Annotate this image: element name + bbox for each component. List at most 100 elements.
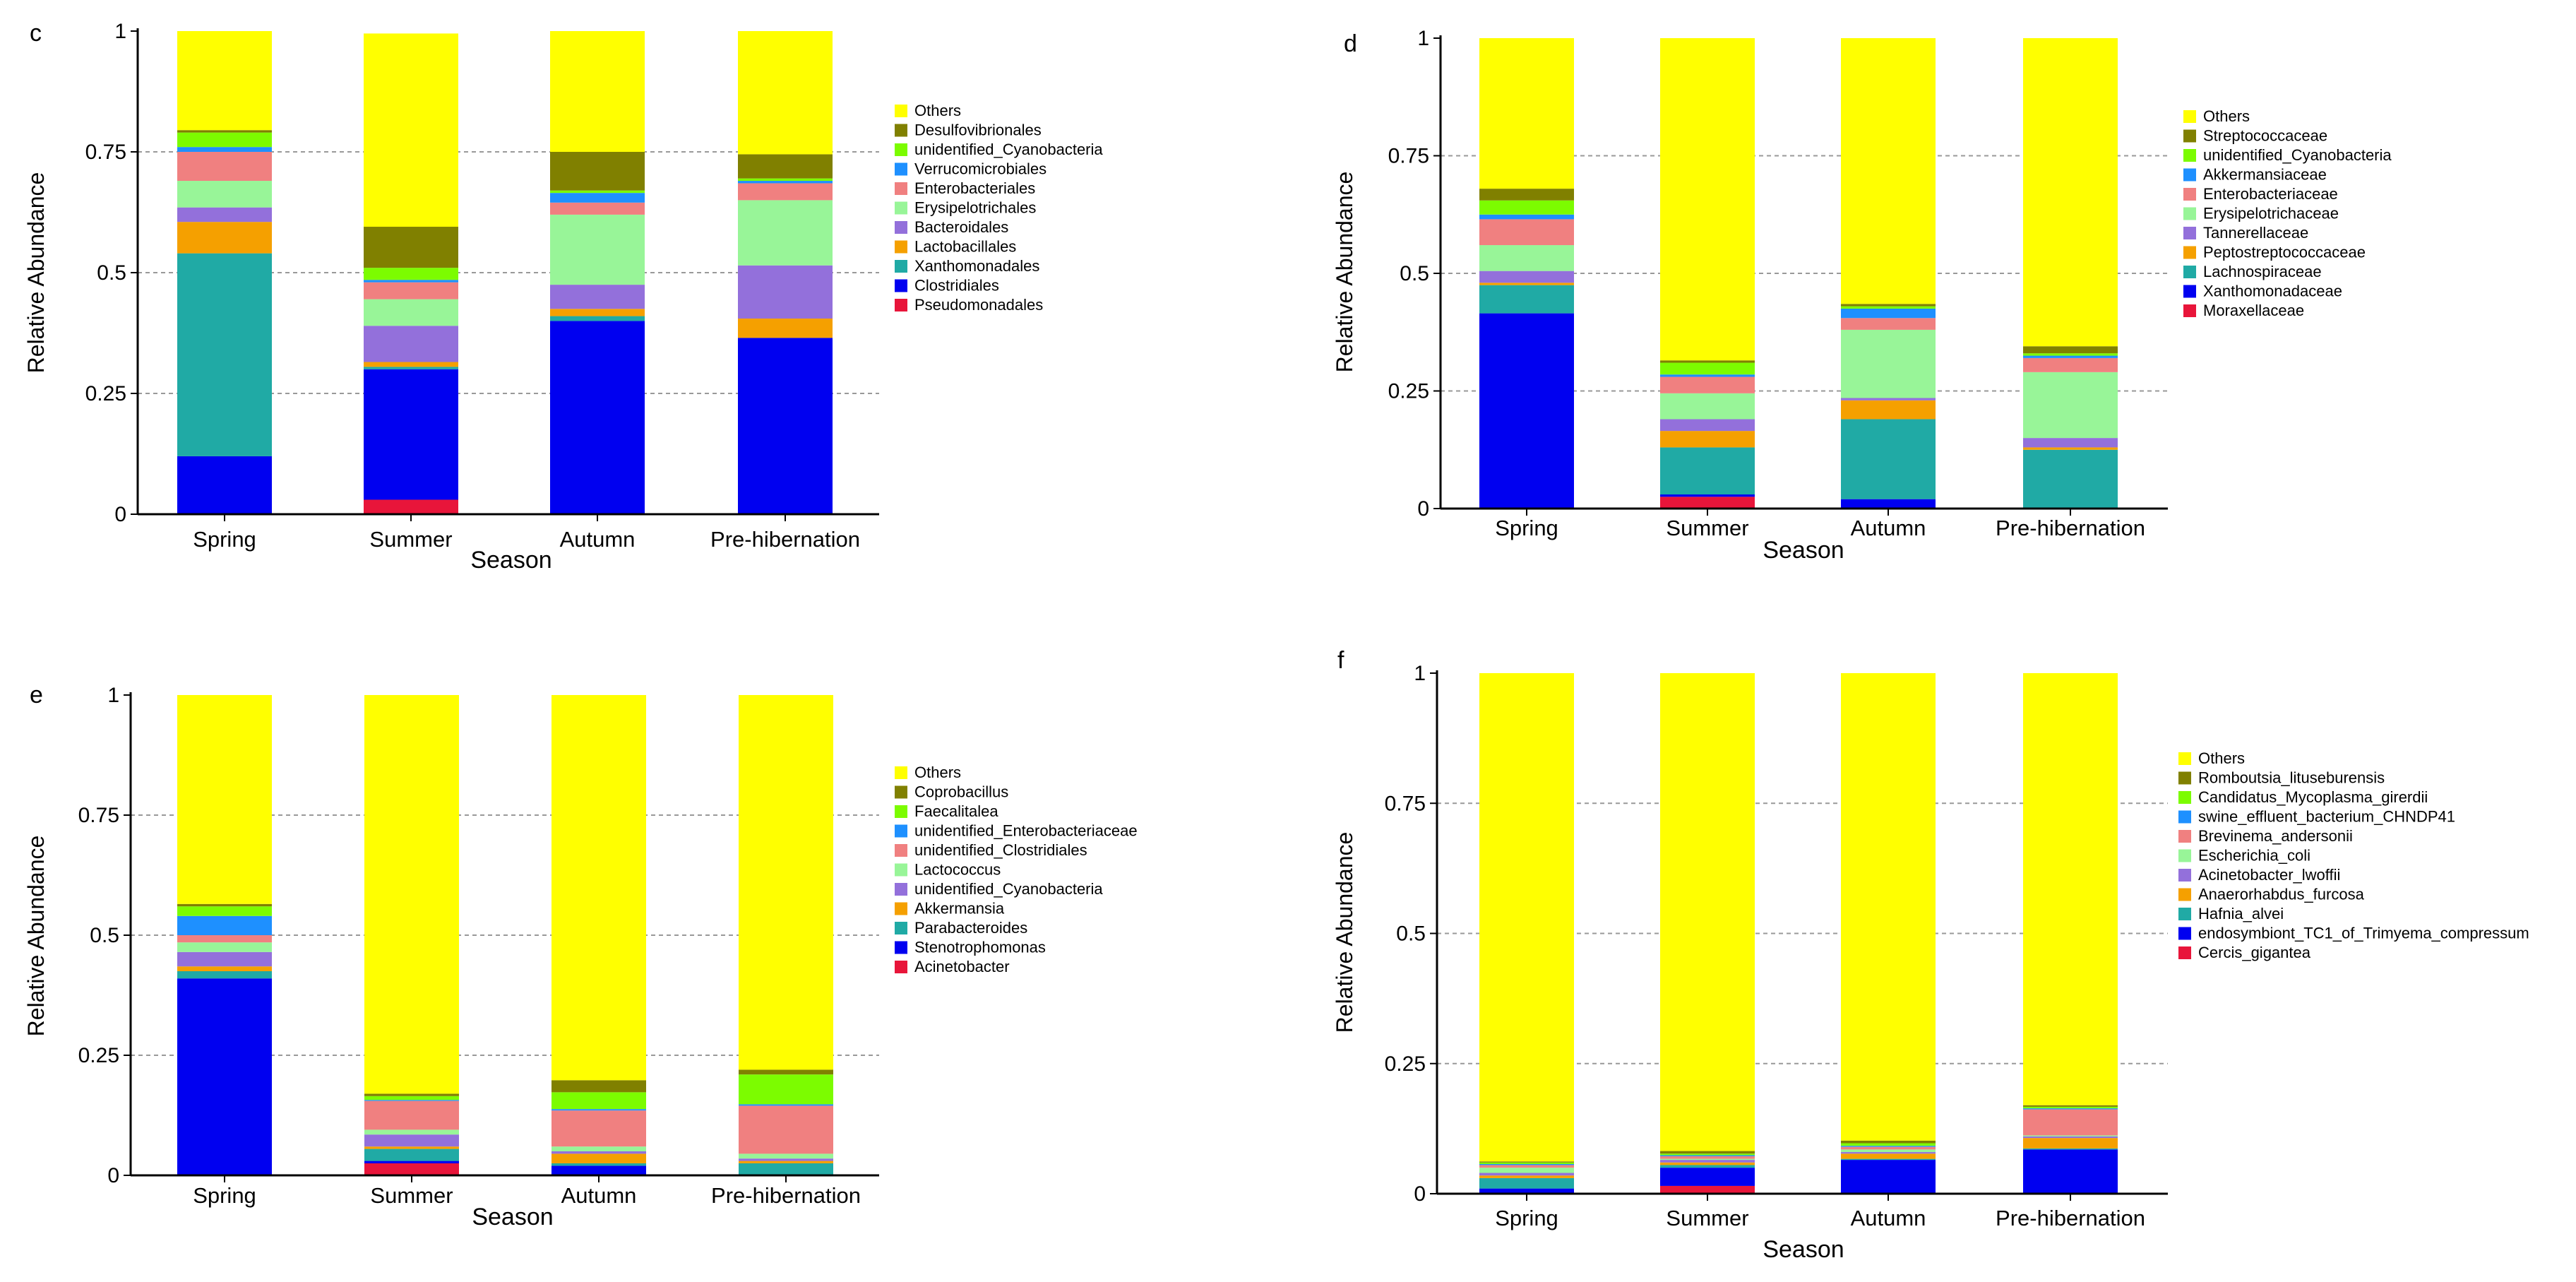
bar-segment	[364, 280, 458, 283]
bar-segment	[738, 318, 833, 338]
y-tick-label: 0.25	[1388, 380, 1429, 403]
bar-segment	[364, 1096, 459, 1100]
legend-label: Lactobacillales	[914, 238, 1016, 256]
legend-swatch	[2183, 129, 2196, 143]
bar-segment	[2023, 355, 2118, 358]
x-tick-label: Summer	[1666, 516, 1748, 540]
bar-stack-spring	[1479, 38, 1574, 509]
legend-label: Desulfovibrionales	[914, 121, 1042, 139]
bar-segment	[2023, 447, 2118, 450]
legend-swatch	[895, 766, 907, 779]
bar-segment	[1841, 306, 1936, 309]
bar-segment	[1660, 419, 1755, 432]
legend: Others Desulfovibrionales unidentified_Cya…	[895, 102, 1103, 314]
bar-segment	[739, 1158, 833, 1161]
bar-segment	[2023, 449, 2118, 509]
legend-label: Moraxellaceae	[2203, 302, 2304, 319]
legend-label: Erysipelotrichaceae	[2203, 205, 2339, 222]
legend-swatch	[895, 863, 907, 877]
bar-segment	[1841, 1143, 1936, 1146]
x-tick-label: Autumn	[560, 527, 636, 552]
bar-segment	[364, 367, 458, 369]
bar-segment	[1660, 374, 1755, 377]
bar-segment	[1841, 400, 1936, 420]
bar-stack-summer	[1660, 38, 1755, 509]
legend-label: Tannerellaceae	[2203, 224, 2308, 242]
bar-segment	[177, 253, 272, 456]
bar-segment	[1660, 1158, 1755, 1161]
y-tick-label: 0	[1414, 1182, 1426, 1206]
legend-swatch	[2178, 927, 2191, 940]
bar-segment	[739, 1074, 833, 1105]
bar-segment	[1841, 318, 1936, 330]
bar-segment	[1479, 1162, 1574, 1164]
bar-stack-pre-hibernation	[738, 31, 833, 514]
legend-label: Others	[2198, 749, 2245, 767]
bar-segment	[364, 1134, 459, 1147]
y-tick-label: 0.75	[1385, 792, 1426, 815]
bar-segment	[1660, 447, 1755, 495]
bar-segment	[550, 190, 645, 194]
bar-segment	[177, 181, 272, 208]
bar-segment	[551, 1092, 646, 1110]
bar-segment	[1841, 673, 1936, 1141]
bar-segment	[2023, 357, 2118, 372]
legend-swatch	[895, 922, 907, 934]
bar-segment	[551, 1109, 646, 1111]
bar-segment	[2023, 1105, 2118, 1107]
bar-stack-spring	[177, 695, 272, 1175]
bar-segment	[1841, 1153, 1936, 1159]
legend-swatch	[895, 902, 907, 915]
bar-segment	[1479, 1177, 1574, 1189]
y-tick-label: 0.75	[78, 804, 119, 827]
bar-segment	[2023, 1138, 2118, 1149]
legend-swatch	[895, 105, 907, 117]
legend-label: unidentified_Cyanobacteria	[914, 141, 1103, 158]
bar-segment	[1841, 1160, 1936, 1194]
legend-label: Xanthomonadaceae	[2203, 283, 2342, 300]
legend-label: Candidatus_Mycoplasma_girerdii	[2198, 788, 2428, 806]
bar-segment	[739, 1153, 833, 1159]
legend-label: Erysipelotrichales	[914, 199, 1036, 217]
bar-segment	[1660, 497, 1755, 509]
legend-swatch	[2183, 207, 2196, 220]
bar-segment	[2023, 353, 2118, 356]
bar-segment	[177, 906, 272, 916]
legend-swatch	[895, 299, 907, 311]
bar-segment	[364, 1161, 459, 1163]
bar-segment	[2023, 438, 2118, 448]
bar-stack-autumn	[551, 695, 646, 1175]
legend-swatch	[2178, 946, 2191, 959]
legend-label: Clostridiales	[914, 277, 999, 295]
bar-segment	[177, 152, 272, 182]
bar-segment	[550, 309, 645, 316]
x-tick-label: Summer	[369, 527, 452, 552]
bar-segment	[1479, 245, 1574, 271]
legend-swatch	[2178, 849, 2191, 862]
x-tick-label: Pre-hibernation	[710, 527, 860, 552]
legend-swatch	[895, 785, 907, 799]
bar-segment	[739, 1069, 833, 1075]
bar-segment	[1660, 1162, 1755, 1165]
bar-stack-pre-hibernation	[739, 695, 833, 1175]
bar-segment	[177, 915, 272, 935]
bar-segment	[551, 1163, 646, 1166]
bar-segment	[1479, 673, 1574, 1162]
bar-segment	[1660, 1185, 1755, 1194]
legend-label: Acinetobacter	[914, 958, 1010, 975]
bar-segment	[1660, 362, 1755, 375]
legend-swatch	[2178, 752, 2191, 765]
bar-segment	[550, 321, 645, 514]
bar-segment	[1660, 431, 1755, 448]
x-tick-label: Autumn	[1851, 1206, 1926, 1230]
bar-segment	[1660, 1151, 1755, 1154]
bar-segment	[551, 695, 646, 1081]
bar-segment	[550, 316, 645, 321]
y-axis-title: Relative Abundance	[1332, 832, 1357, 1033]
bar-segment	[738, 338, 833, 514]
bar-segment	[177, 130, 272, 133]
legend-label: unidentified_Clostridiales	[914, 841, 1087, 859]
bar-segment	[2023, 1135, 2118, 1136]
